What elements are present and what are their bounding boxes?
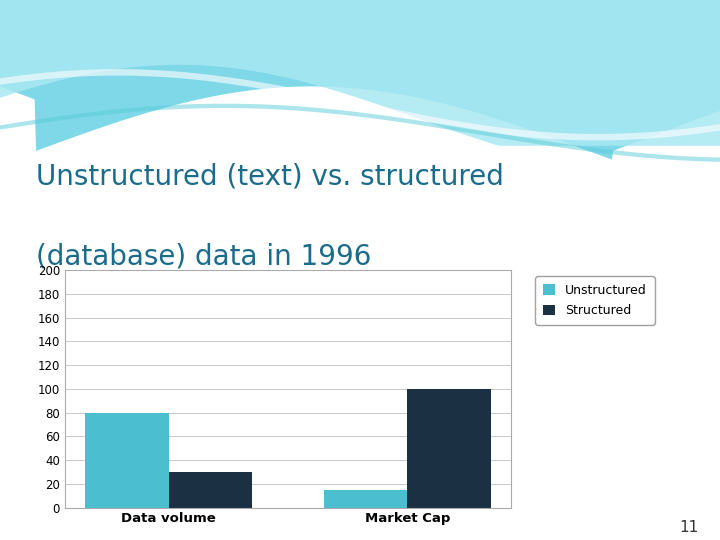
Bar [324,490,408,508]
Text: Unstructured (text) vs. structured: Unstructured (text) vs. structured [36,162,504,190]
Bar [85,413,168,508]
Bar [408,389,491,508]
Polygon shape [0,69,720,140]
Polygon shape [0,0,720,146]
Polygon shape [0,0,720,159]
Text: (database) data in 1996: (database) data in 1996 [36,243,372,271]
Legend: Unstructured, Structured: Unstructured, Structured [535,276,654,325]
Polygon shape [0,104,720,162]
Bar [168,472,252,508]
Text: 11: 11 [679,519,698,535]
